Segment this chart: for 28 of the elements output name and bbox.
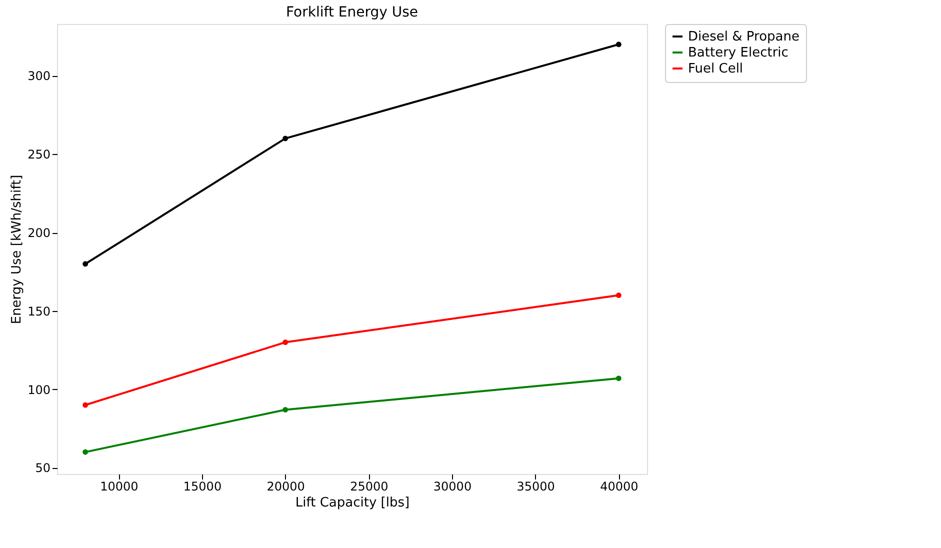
x-tick-label: 40000 [600,480,638,494]
point [82,449,88,455]
legend-label: Diesel & Propane [688,30,800,44]
x-tick-label: 20000 [266,480,305,494]
point [82,261,88,267]
y-tick-label: 50 [35,461,50,476]
x-axis-title: Lift Capacity [lbs] [295,496,410,510]
point [82,402,88,408]
x-tick-label: 30000 [433,480,472,494]
x-tick-label: 10000 [100,480,138,494]
x-tick-label: 15000 [183,480,222,494]
y-tick-label: 250 [28,148,50,162]
y-tick-label: 150 [28,304,50,318]
y-tick-label: 200 [28,226,50,240]
point [616,42,622,48]
y-tick-label: 300 [28,69,50,84]
point [282,136,288,142]
point [616,376,622,382]
legend-label: Battery Electric [688,46,788,60]
y-tick-label: 100 [28,382,50,397]
x-tick-label: 35000 [516,480,555,494]
x-tick-label: 25000 [350,480,388,494]
point [616,292,622,298]
legend-label: Fuel Cell [688,62,744,76]
chart-title: Forklift Energy Use [286,4,418,20]
point [282,406,288,412]
point [282,340,288,346]
y-axis-title: Energy Use [kWh/shift] [10,174,25,324]
